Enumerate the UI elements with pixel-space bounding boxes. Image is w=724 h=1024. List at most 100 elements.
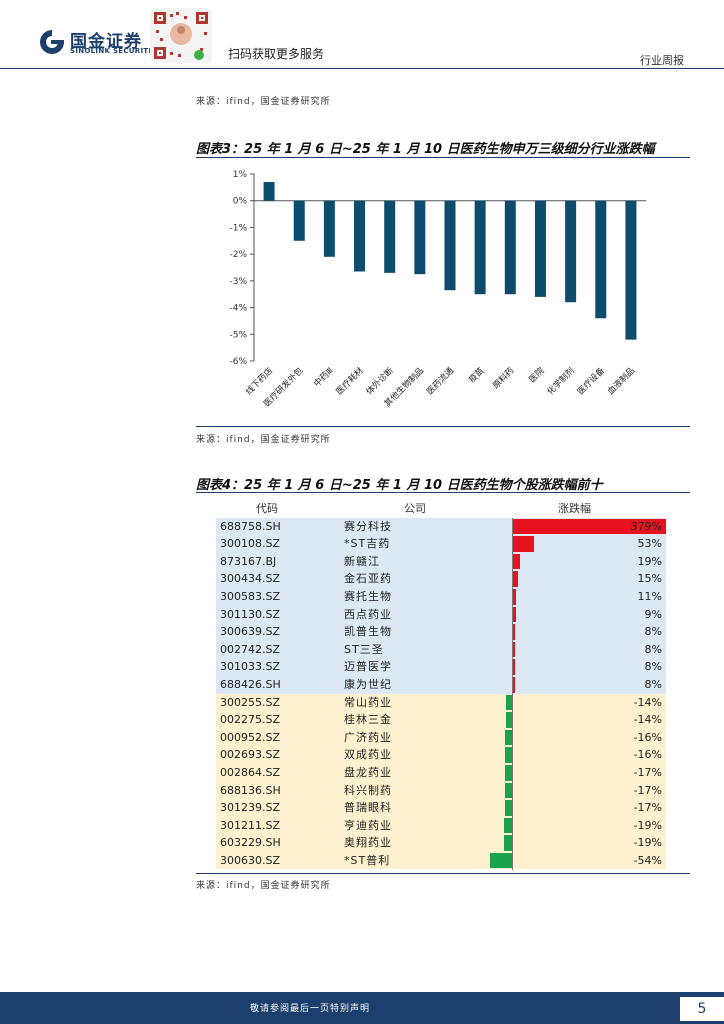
table-row: 873167.BJ 新赣江 19% bbox=[216, 552, 666, 571]
change-percent: -19% bbox=[633, 836, 662, 850]
stock-code: 688758.SH bbox=[220, 519, 281, 533]
figure4-table: 代码 公司 涨跌幅 688758.SH 赛分科技 379% 300108.SZ *ST吉… bbox=[216, 500, 666, 870]
stock-code: 300255.SZ bbox=[220, 695, 281, 709]
qr-code-icon[interactable] bbox=[150, 8, 212, 63]
x-tick-label: 化学制剂 bbox=[545, 365, 577, 397]
x-tick-label: 疫苗 bbox=[466, 365, 486, 385]
bar bbox=[354, 200, 366, 272]
x-tick-label: 中药Ⅲ bbox=[312, 365, 336, 389]
table-row: 300108.SZ *ST吉药 53% bbox=[216, 535, 666, 553]
x-tick-label: 医疗设备 bbox=[575, 365, 607, 397]
change-percent: 9% bbox=[644, 607, 662, 621]
table-row: 301033.SZ 迈普医学 8% bbox=[216, 658, 666, 676]
table-row: 002742.SZ ST三圣 8% bbox=[216, 640, 666, 659]
figure3-title-rule bbox=[196, 157, 690, 158]
loss-bar bbox=[506, 712, 512, 728]
stock-code: 873167.BJ bbox=[220, 554, 277, 568]
company-name: 赛托生物 bbox=[344, 589, 392, 603]
company-name: 普瑞眼科 bbox=[344, 801, 392, 815]
table-row: 301239.SZ 普瑞眼科 -17% bbox=[216, 799, 666, 817]
stock-code: 301211.SZ bbox=[220, 818, 281, 832]
change-percent: -17% bbox=[633, 783, 662, 797]
gain-bar bbox=[512, 624, 516, 640]
bar bbox=[384, 200, 396, 273]
y-tick-label: -1% bbox=[229, 223, 247, 233]
header-divider bbox=[0, 68, 724, 69]
change-percent: -14% bbox=[633, 695, 662, 709]
change-percent: 8% bbox=[644, 625, 662, 639]
qr-caption: 扫码获取更多服务 bbox=[228, 47, 325, 61]
stock-code: 301130.SZ bbox=[220, 607, 281, 621]
footer-disclaimer: 敬请参阅最后一页特别声明 bbox=[250, 1004, 371, 1014]
stock-code: 603229.SH bbox=[220, 836, 281, 850]
gain-bar bbox=[512, 518, 666, 535]
table-row: 002693.SZ 双成药业 -16% bbox=[216, 746, 666, 764]
company-name: 赛分科技 bbox=[344, 519, 392, 533]
loss-bar bbox=[504, 835, 512, 851]
x-tick-label: 原料药 bbox=[491, 365, 517, 391]
table-bar-axis bbox=[512, 517, 513, 870]
company-name: 康为世纪 bbox=[344, 677, 392, 691]
stock-code: 002742.SZ bbox=[220, 642, 281, 656]
change-percent: 19% bbox=[637, 554, 662, 568]
company-name: 双成药业 bbox=[344, 748, 392, 762]
gain-bar bbox=[512, 641, 516, 658]
change-percent: 53% bbox=[637, 537, 662, 551]
source-note-top: 来源：ifind，国金证券研究所 bbox=[196, 97, 331, 107]
company-name: 科兴制药 bbox=[344, 783, 392, 797]
table-row: 603229.SH 奥翔药业 -19% bbox=[216, 834, 666, 852]
company-name: 亨迪药业 bbox=[344, 818, 392, 832]
stock-code: 300583.SZ bbox=[220, 589, 281, 603]
gain-bar bbox=[512, 606, 516, 623]
company-name: 广济药业 bbox=[344, 730, 392, 744]
change-percent: -17% bbox=[633, 765, 662, 779]
company-name: 新赣江 bbox=[344, 554, 380, 568]
footer-bar bbox=[0, 992, 724, 1024]
bar bbox=[323, 200, 335, 257]
loss-bar bbox=[504, 817, 512, 834]
table-row: 688136.SH 科兴制药 -17% bbox=[216, 781, 666, 800]
figure3-bar-chart: 1%0%-1%-2%-3%-4%-5%-6%线下药店医疗研发外包 中药Ⅲ 医疗耗材体… bbox=[229, 170, 646, 409]
loss-bar bbox=[505, 764, 512, 781]
stock-code: 300639.SZ bbox=[220, 625, 281, 639]
table-row: 301211.SZ 亨迪药业 -19% bbox=[216, 816, 666, 835]
figure3-source: 来源：ifind，国金证券研究所 bbox=[196, 435, 331, 445]
table-header-row: 代码 公司 涨跌幅 bbox=[216, 500, 666, 518]
gain-bar bbox=[512, 571, 519, 587]
figure4-title: 图表4：25 年 1 月 6 日~25 年 1 月 10 日医药生物个股涨跌幅前… bbox=[196, 478, 603, 493]
column-header-change: 涨跌幅 bbox=[558, 502, 591, 515]
y-tick-label: -6% bbox=[229, 357, 247, 367]
table-row: 300583.SZ 赛托生物 11% bbox=[216, 587, 666, 606]
table-row: 688426.SH 康为世纪 8% bbox=[216, 675, 666, 694]
bar bbox=[474, 200, 486, 295]
figure4-bottom-rule bbox=[196, 873, 690, 874]
stock-code: 301239.SZ bbox=[220, 801, 281, 815]
figure3-bottom-rule bbox=[196, 426, 690, 427]
logo-text-cn: 国金证券 bbox=[70, 32, 142, 52]
bar bbox=[595, 200, 607, 319]
stock-code: 300434.SZ bbox=[220, 572, 281, 586]
bar bbox=[625, 200, 637, 340]
gain-bar bbox=[512, 553, 520, 570]
company-name: 奥翔药业 bbox=[344, 836, 392, 850]
change-percent: 379% bbox=[630, 519, 662, 533]
column-header-company: 公司 bbox=[404, 502, 426, 515]
y-tick-label: -2% bbox=[229, 250, 247, 260]
gain-bar bbox=[512, 676, 516, 693]
figure4-title-rule bbox=[196, 492, 690, 493]
gain-bar bbox=[512, 659, 516, 675]
company-name: 凯普生物 bbox=[344, 625, 392, 639]
company-name: *ST吉药 bbox=[344, 537, 391, 551]
stock-code: 301033.SZ bbox=[220, 660, 281, 674]
table-row: 300434.SZ 金石亚药 15% bbox=[216, 570, 666, 588]
gain-bar bbox=[512, 588, 517, 605]
table-row: 300255.SZ 常山药业 -14% bbox=[216, 693, 666, 712]
change-percent: 8% bbox=[644, 642, 662, 656]
stock-code: 688136.SH bbox=[220, 783, 281, 797]
loss-bar bbox=[506, 694, 512, 711]
change-percent: -16% bbox=[633, 748, 662, 762]
change-percent: -54% bbox=[633, 853, 662, 867]
table-row: 000952.SZ 广济药业 -16% bbox=[216, 728, 666, 747]
stock-code: 300108.SZ bbox=[220, 537, 281, 551]
table-row: 300639.SZ 凯普生物 8% bbox=[216, 623, 666, 641]
